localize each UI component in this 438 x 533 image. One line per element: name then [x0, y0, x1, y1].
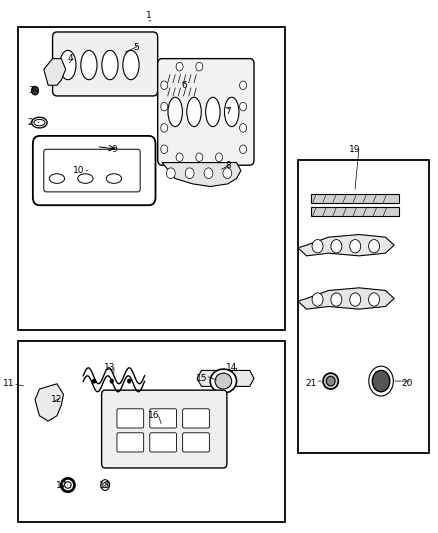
Text: 6: 6: [181, 81, 187, 90]
Ellipse shape: [78, 174, 93, 183]
FancyBboxPatch shape: [183, 409, 209, 428]
Circle shape: [240, 145, 247, 154]
FancyBboxPatch shape: [53, 32, 158, 96]
FancyBboxPatch shape: [117, 409, 144, 428]
Circle shape: [240, 102, 247, 111]
Text: 15: 15: [196, 374, 207, 383]
Text: 21: 21: [305, 379, 317, 388]
Ellipse shape: [61, 479, 74, 491]
Ellipse shape: [102, 50, 118, 80]
Text: 4: 4: [67, 54, 73, 63]
Polygon shape: [197, 370, 254, 386]
Text: 12: 12: [51, 395, 63, 404]
Polygon shape: [35, 384, 64, 421]
Text: 18: 18: [99, 481, 111, 489]
Circle shape: [161, 124, 168, 132]
FancyBboxPatch shape: [150, 433, 177, 452]
FancyBboxPatch shape: [117, 433, 144, 452]
Circle shape: [101, 480, 110, 490]
Text: 19: 19: [349, 145, 360, 154]
Text: 1: 1: [146, 12, 152, 20]
Ellipse shape: [60, 50, 76, 80]
Circle shape: [204, 168, 213, 179]
FancyBboxPatch shape: [166, 88, 201, 96]
FancyBboxPatch shape: [183, 433, 209, 452]
Circle shape: [166, 168, 175, 179]
FancyBboxPatch shape: [44, 149, 140, 192]
Circle shape: [110, 379, 113, 383]
Text: 3: 3: [28, 86, 34, 95]
Text: 17: 17: [56, 481, 67, 489]
Polygon shape: [298, 235, 394, 256]
FancyBboxPatch shape: [158, 59, 254, 165]
Bar: [18, 27, 285, 330]
Text: 13: 13: [104, 364, 115, 372]
Circle shape: [240, 124, 247, 132]
Ellipse shape: [350, 293, 360, 306]
Ellipse shape: [215, 373, 232, 389]
FancyBboxPatch shape: [311, 207, 399, 216]
Text: 8: 8: [225, 161, 231, 169]
Ellipse shape: [312, 239, 323, 253]
Circle shape: [185, 168, 194, 179]
Text: 20: 20: [402, 379, 413, 388]
Text: 5: 5: [133, 44, 139, 52]
Text: 7: 7: [225, 108, 231, 116]
Ellipse shape: [312, 293, 323, 306]
Circle shape: [161, 81, 168, 90]
Ellipse shape: [326, 376, 335, 386]
Ellipse shape: [123, 50, 139, 80]
FancyBboxPatch shape: [166, 75, 201, 83]
Circle shape: [161, 102, 168, 111]
FancyBboxPatch shape: [102, 390, 227, 468]
Ellipse shape: [368, 293, 379, 306]
Circle shape: [161, 145, 168, 154]
Ellipse shape: [34, 119, 45, 126]
Ellipse shape: [187, 97, 201, 127]
Circle shape: [196, 153, 203, 161]
Ellipse shape: [206, 97, 220, 127]
FancyBboxPatch shape: [311, 194, 399, 203]
Ellipse shape: [331, 293, 342, 306]
Circle shape: [240, 81, 247, 90]
Polygon shape: [298, 288, 394, 309]
Circle shape: [176, 62, 183, 71]
FancyBboxPatch shape: [33, 136, 155, 205]
Circle shape: [372, 370, 390, 392]
Bar: [18, 341, 285, 522]
Circle shape: [32, 86, 39, 95]
Ellipse shape: [81, 50, 97, 80]
Text: 2: 2: [28, 118, 33, 127]
Text: 9: 9: [111, 145, 117, 154]
Ellipse shape: [65, 482, 71, 488]
Ellipse shape: [323, 373, 338, 389]
Text: 14: 14: [226, 364, 238, 372]
Ellipse shape: [224, 97, 239, 127]
Circle shape: [103, 482, 107, 488]
FancyBboxPatch shape: [150, 409, 177, 428]
Ellipse shape: [210, 369, 237, 393]
Circle shape: [215, 153, 223, 161]
Ellipse shape: [368, 239, 379, 253]
Text: 10: 10: [73, 166, 85, 175]
Ellipse shape: [350, 239, 360, 253]
Ellipse shape: [32, 117, 47, 128]
Ellipse shape: [106, 174, 122, 183]
Circle shape: [223, 168, 232, 179]
Ellipse shape: [49, 174, 65, 183]
Ellipse shape: [168, 97, 183, 127]
Circle shape: [127, 379, 131, 383]
Polygon shape: [162, 163, 241, 187]
Polygon shape: [44, 59, 66, 85]
Circle shape: [176, 153, 183, 161]
Bar: [298, 160, 429, 453]
Ellipse shape: [331, 239, 342, 253]
Circle shape: [92, 379, 96, 383]
Text: 16: 16: [148, 411, 159, 420]
Circle shape: [196, 62, 203, 71]
Text: 11: 11: [3, 379, 14, 388]
